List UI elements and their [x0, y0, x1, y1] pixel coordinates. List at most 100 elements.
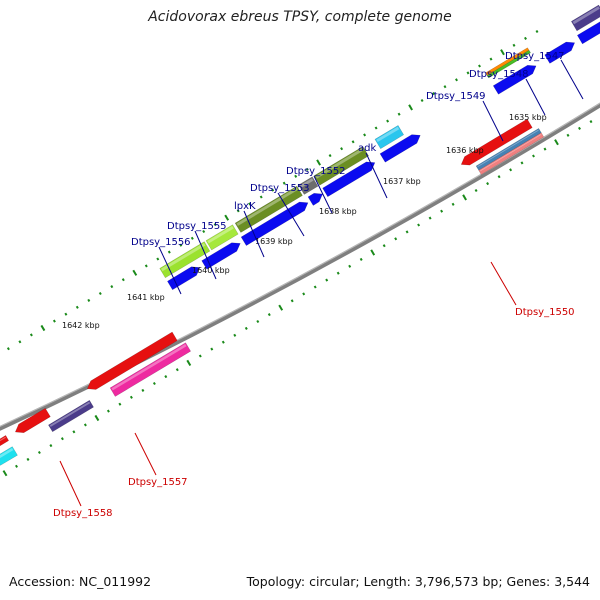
upper-tick-dot [305, 167, 309, 171]
upper-tick-dot [156, 257, 160, 261]
lower-tick-dot [15, 464, 18, 468]
upper-tick-dot [213, 223, 217, 227]
gene-block [0, 446, 18, 466]
upper-tick-dot [224, 214, 230, 221]
upper-tick-dot [455, 78, 458, 82]
backbone-line [0, 102, 600, 431]
upper-tick-dot [535, 29, 539, 34]
gene-label: Dtpsy_1547 [505, 51, 565, 62]
gene-block [486, 49, 531, 79]
gene-block [234, 185, 303, 233]
upper-tick-dot [316, 159, 321, 166]
kbp-label: 1635 kbp [509, 113, 547, 122]
lower-tick-dot [244, 326, 248, 330]
gene-block-highlight [0, 436, 6, 442]
gene-block-highlight [572, 6, 600, 25]
upper-tick-dot [6, 347, 10, 351]
lower-tick-dot [221, 340, 225, 344]
gene-label: adk [358, 143, 376, 154]
gene-block [205, 224, 239, 251]
lower-tick-dot [37, 450, 41, 455]
upper-tick-dot [98, 291, 102, 296]
gene-block-highlight [161, 243, 206, 272]
upper-tick-dot [167, 250, 171, 254]
lower-tick-dot [543, 147, 547, 151]
gene-block-highlight [315, 147, 364, 179]
gene-block [478, 132, 545, 175]
lower-tick-dot [94, 414, 100, 422]
gene-block [570, 4, 600, 32]
kbp-label: 1637 kbp [383, 177, 421, 186]
lower-tick-dot [118, 402, 122, 406]
gene-label: Dtpsy_1552 [286, 166, 346, 177]
lower-tick-dot [451, 202, 455, 206]
gene-label: lpxK [234, 201, 256, 212]
leader-line [482, 100, 504, 142]
leader-line [158, 246, 182, 295]
topology-label: Topology: circular; Length: 3,796,573 bp… [246, 574, 590, 589]
lower-tick-dot [2, 470, 8, 477]
leader-line [560, 59, 584, 100]
lower-tick-dot [405, 230, 409, 234]
upper-tick-dot [248, 202, 252, 206]
lower-tick-dot [256, 319, 260, 324]
gene-arrow [167, 266, 201, 291]
kbp-label: 1636 kbp [446, 146, 484, 155]
lower-tick-dot [302, 292, 306, 296]
upper-tick-dot [340, 147, 344, 151]
lower-tick-dot [348, 264, 352, 268]
gene-arrow [307, 193, 323, 206]
lower-tick-dot [428, 216, 432, 220]
kbp-label: 1641 kbp [127, 293, 165, 302]
upper-tick-dot [132, 269, 138, 276]
leader-line [243, 210, 265, 258]
gene-block-highlight [207, 226, 234, 244]
gene-block-highlight [486, 49, 528, 74]
lower-tick-dot [198, 354, 202, 358]
lower-tick-dot [164, 375, 168, 379]
lower-tick-dot [394, 237, 398, 241]
gene-label: Dtpsy_1557 [128, 477, 188, 488]
gene-arrow [201, 242, 241, 270]
gene-block [109, 342, 192, 397]
leader-line [525, 78, 546, 116]
upper-tick-dot [40, 324, 46, 332]
upper-tick-dot [432, 92, 436, 96]
gene-label: Dtpsy_1549 [426, 91, 486, 102]
upper-tick-dot [75, 305, 79, 309]
upper-tick-dot [443, 85, 447, 89]
lower-tick-dot [186, 359, 192, 366]
upper-tick-dot [18, 340, 22, 344]
leader-line [194, 230, 217, 280]
kbp-label: 1638 kbp [319, 207, 357, 216]
lower-tick-dot [60, 437, 64, 441]
gene-block-highlight [49, 401, 91, 427]
gene-arrow [86, 331, 178, 390]
genome-backbone [0, 102, 600, 431]
lower-tick-dot [417, 223, 421, 227]
lower-tick-dot [325, 278, 329, 282]
upper-tick-dot [271, 188, 275, 192]
lower-tick-dot [589, 120, 593, 124]
upper-tick-dot [374, 126, 378, 130]
upper-tick-dot [328, 154, 332, 158]
lower-tick-dot [49, 444, 53, 448]
upper-tick-dot [408, 104, 413, 111]
gene-block-highlight [376, 126, 400, 142]
lower-tick-dot [278, 304, 284, 311]
tick-dot-tracks [2, 29, 593, 477]
gene-block [159, 241, 211, 279]
upper-tick-dot [500, 49, 505, 56]
gene-arrow [322, 161, 376, 198]
lower-tick-dot [462, 194, 467, 201]
gene-block-highlight [236, 187, 298, 226]
upper-tick-dot [282, 181, 286, 185]
upper-tick-dot [64, 312, 68, 316]
gene-label: Dtpsy_1548 [469, 69, 529, 80]
lower-tick-dot [370, 249, 376, 256]
lower-tick-dot [106, 409, 110, 413]
gene-block [313, 146, 369, 186]
lower-tick-dot [129, 395, 133, 399]
gene-block [0, 435, 10, 447]
